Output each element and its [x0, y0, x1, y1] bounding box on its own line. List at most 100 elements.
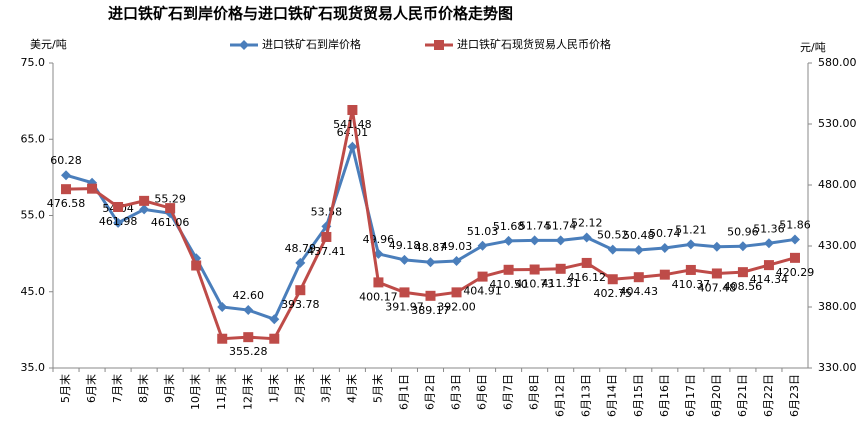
x-tick-label: 7月末 — [110, 374, 124, 403]
x-tick-label: 11月末 — [214, 374, 228, 410]
marker — [87, 183, 98, 194]
marker — [659, 269, 670, 280]
x-tick-label: 6月12日 — [554, 374, 567, 417]
data-label: 461.06 — [151, 216, 190, 229]
data-label: 392.00 — [437, 300, 476, 313]
marker — [347, 104, 358, 115]
marker — [659, 242, 670, 253]
marker — [399, 254, 410, 265]
data-label: 51.86 — [779, 218, 811, 231]
data-label: 50.96 — [727, 225, 759, 238]
y2-axis-label: 元/吨 — [800, 41, 826, 54]
marker — [555, 263, 566, 274]
x-tick-label: 9月末 — [162, 374, 176, 403]
data-label: 50.48 — [623, 229, 655, 242]
data-label: 51.68 — [493, 220, 525, 233]
x-tick-label: 6月16日 — [658, 374, 671, 417]
data-label: 391.97 — [385, 300, 424, 313]
marker — [529, 235, 540, 246]
marker — [321, 231, 332, 242]
marker — [529, 264, 540, 275]
marker — [633, 244, 644, 255]
marker — [425, 290, 436, 301]
data-label: 51.21 — [675, 223, 707, 236]
y2-tick-label: 380.00 — [818, 300, 857, 313]
marker — [243, 305, 254, 316]
x-tick-label: 6月23日 — [788, 374, 801, 417]
y2-tick-label: 480.00 — [818, 178, 857, 191]
marker — [581, 257, 592, 268]
data-label: 49.03 — [441, 240, 473, 253]
data-label: 55.29 — [154, 192, 186, 205]
marker — [477, 240, 488, 251]
x-tick-label: 3月末 — [318, 374, 332, 403]
data-label: 414.34 — [750, 273, 789, 286]
marker — [434, 40, 444, 50]
marker — [347, 141, 358, 152]
x-tick-label: 6月22日 — [762, 374, 775, 417]
x-tick-label: 6月13日 — [580, 374, 593, 417]
data-label: 48.87 — [415, 241, 447, 254]
x-tick-label: 8月末 — [136, 374, 150, 403]
marker — [763, 260, 774, 271]
data-label: 404.43 — [620, 285, 659, 298]
legend-label: 进口铁矿石到岸价格 — [262, 37, 361, 51]
data-label: 64.01 — [337, 126, 369, 139]
marker — [555, 235, 566, 246]
y-axis-label: 美元/吨 — [30, 38, 67, 51]
marker — [425, 257, 436, 268]
x-tick-label: 6月14日 — [606, 374, 619, 417]
marker — [217, 302, 228, 312]
x-tick-label: 5月末 — [58, 374, 72, 403]
legend-label: 进口铁矿石现货贸易人民币价格 — [457, 37, 611, 51]
chart-title: 进口铁矿石到岸价格与进口铁矿石现货贸易人民币价格走势图 — [108, 5, 513, 23]
y2-tick-label: 430.00 — [818, 239, 857, 252]
x-tick-label: 6月1日 — [397, 374, 410, 410]
x-tick-label: 6月6日 — [476, 374, 489, 410]
x-tick-label: 10月末 — [188, 374, 202, 410]
x-tick-label: 6月17日 — [684, 374, 697, 417]
data-label: 476.58 — [47, 197, 86, 210]
marker — [737, 267, 748, 278]
x-tick-label: 6月7日 — [502, 374, 515, 410]
data-label: 410.73 — [515, 278, 554, 291]
data-label: 420.29 — [776, 266, 815, 279]
marker — [243, 332, 254, 343]
marker — [113, 217, 124, 228]
marker — [399, 287, 410, 298]
x-tick-label: 6月21日 — [736, 374, 749, 417]
marker — [711, 268, 722, 279]
marker — [451, 256, 462, 267]
y2-tick-label: 330.00 — [818, 361, 857, 374]
data-label: 42.60 — [233, 289, 265, 302]
marker — [581, 232, 592, 243]
marker — [239, 40, 249, 50]
x-tick-label: 6月20日 — [710, 374, 723, 417]
y-tick-label: 55.0 — [21, 209, 46, 222]
data-label: 461.98 — [99, 215, 138, 228]
data-label: 408.56 — [724, 280, 763, 293]
x-tick-label: 6月2日 — [424, 374, 437, 410]
marker — [789, 234, 800, 245]
y2-tick-label: 530.00 — [818, 117, 857, 130]
x-tick-label: 4月末 — [344, 374, 358, 403]
marker — [217, 333, 228, 344]
marker — [607, 244, 618, 255]
x-tick-label: 5月末 — [370, 374, 384, 403]
data-label: 48.79 — [285, 242, 317, 255]
data-label: 410.50 — [489, 278, 528, 291]
data-label: 416.12 — [567, 271, 606, 284]
marker — [139, 204, 150, 215]
data-label: 355.28 — [229, 345, 268, 358]
x-tick-label: 6月8日 — [528, 374, 541, 410]
data-label: 393.78 — [281, 298, 320, 311]
y-tick-label: 35.0 — [21, 361, 46, 374]
marker — [269, 314, 280, 325]
x-tick-label: 6月末 — [84, 374, 98, 403]
y-tick-label: 45.0 — [21, 285, 46, 298]
marker — [139, 195, 150, 206]
marker — [737, 241, 748, 252]
data-label: 411.31 — [541, 277, 580, 290]
marker — [191, 260, 202, 271]
